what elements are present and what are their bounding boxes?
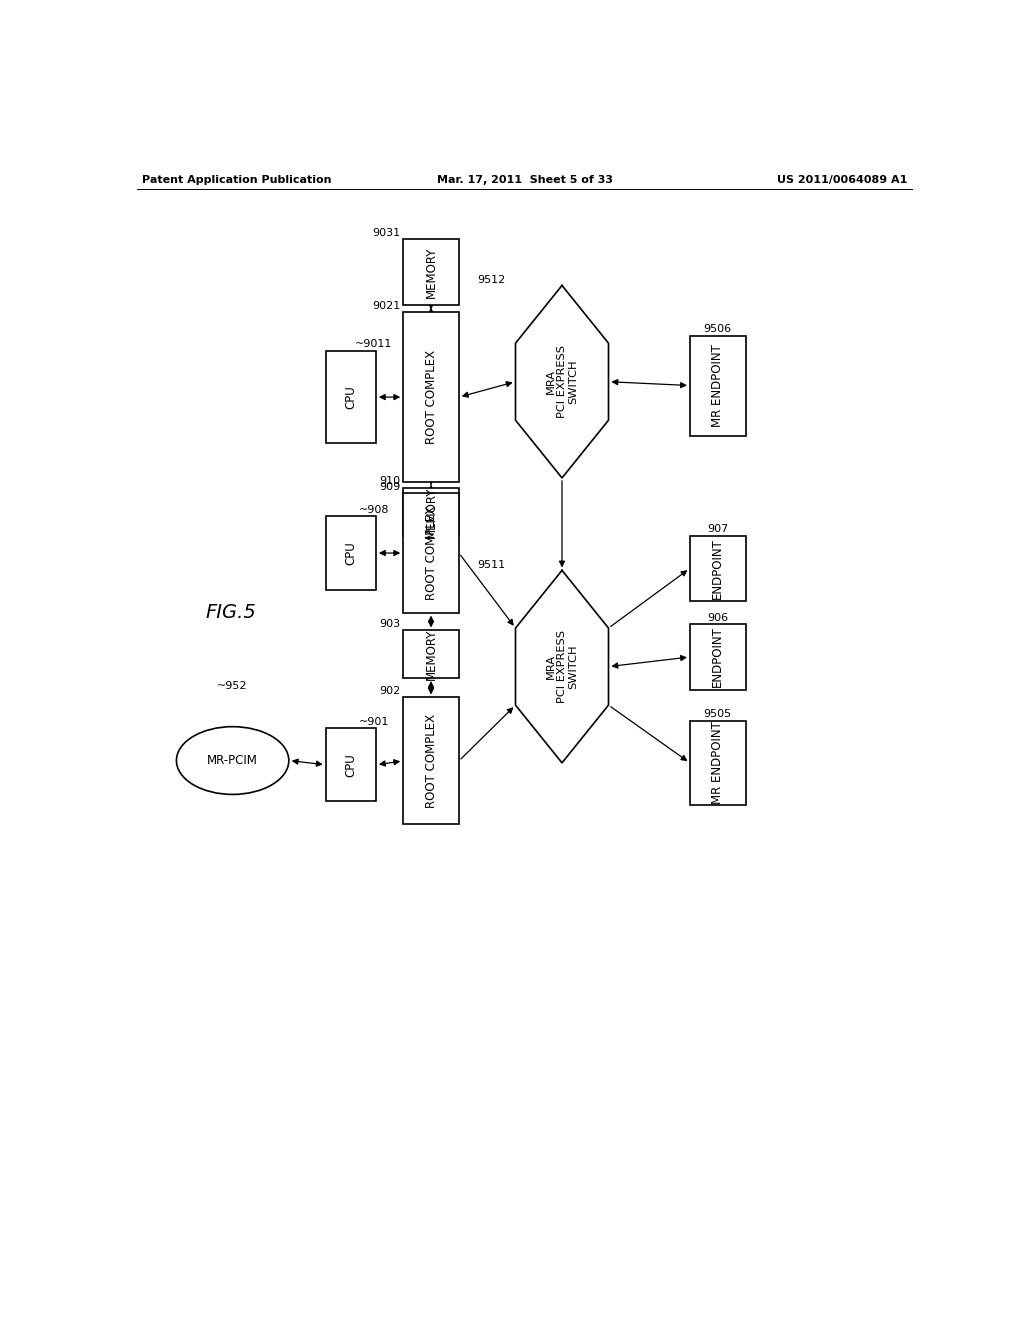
FancyBboxPatch shape — [690, 721, 745, 805]
FancyBboxPatch shape — [326, 351, 376, 444]
Text: 9511: 9511 — [477, 561, 506, 570]
Text: ENDPOINT: ENDPOINT — [712, 627, 724, 688]
Text: US 2011/0064089 A1: US 2011/0064089 A1 — [777, 176, 907, 185]
Text: Mar. 17, 2011  Sheet 5 of 33: Mar. 17, 2011 Sheet 5 of 33 — [437, 176, 612, 185]
Text: 9021: 9021 — [373, 301, 400, 312]
FancyBboxPatch shape — [403, 697, 459, 825]
Text: ~9011: ~9011 — [355, 339, 392, 350]
Text: MEMORY: MEMORY — [425, 486, 437, 537]
Text: ~901: ~901 — [358, 717, 389, 726]
Text: CPU: CPU — [344, 752, 357, 776]
Text: ROOT COMPLEX: ROOT COMPLEX — [425, 506, 437, 601]
Text: MRA
PCI EXPRESS
SWITCH: MRA PCI EXPRESS SWITCH — [546, 346, 579, 418]
Text: Patent Application Publication: Patent Application Publication — [142, 176, 332, 185]
Text: ~952: ~952 — [217, 681, 248, 692]
Text: MEMORY: MEMORY — [425, 247, 437, 298]
Text: MR ENDPOINT: MR ENDPOINT — [712, 345, 724, 426]
FancyBboxPatch shape — [403, 494, 459, 612]
Text: ~908: ~908 — [358, 506, 389, 515]
FancyBboxPatch shape — [690, 624, 745, 689]
FancyBboxPatch shape — [326, 729, 376, 801]
Text: 909: 909 — [380, 482, 400, 492]
Text: CPU: CPU — [344, 385, 357, 409]
Text: 902: 902 — [380, 686, 400, 696]
Text: FIG.5: FIG.5 — [206, 603, 256, 622]
Text: 906: 906 — [708, 612, 728, 623]
FancyBboxPatch shape — [326, 516, 376, 590]
Polygon shape — [515, 570, 608, 763]
Text: 910: 910 — [380, 477, 400, 487]
Text: MR-PCIM: MR-PCIM — [207, 754, 258, 767]
Text: 9506: 9506 — [703, 323, 732, 334]
Text: 9031: 9031 — [373, 228, 400, 238]
Text: 903: 903 — [380, 619, 400, 628]
Text: 9505: 9505 — [703, 709, 732, 719]
Text: 9512: 9512 — [477, 276, 506, 285]
Polygon shape — [515, 285, 608, 478]
Text: ENDPOINT: ENDPOINT — [712, 539, 724, 599]
FancyBboxPatch shape — [403, 488, 459, 536]
FancyBboxPatch shape — [403, 313, 459, 482]
FancyBboxPatch shape — [690, 335, 745, 436]
Text: 907: 907 — [708, 524, 728, 535]
FancyBboxPatch shape — [403, 239, 459, 305]
Text: ROOT COMPLEX: ROOT COMPLEX — [425, 714, 437, 808]
Text: ROOT COMPLEX: ROOT COMPLEX — [425, 350, 437, 444]
Text: CPU: CPU — [344, 541, 357, 565]
Text: MRA
PCI EXPRESS
SWITCH: MRA PCI EXPRESS SWITCH — [546, 630, 579, 704]
Text: MEMORY: MEMORY — [425, 628, 437, 680]
FancyBboxPatch shape — [690, 536, 745, 601]
Ellipse shape — [176, 726, 289, 795]
FancyBboxPatch shape — [403, 631, 459, 678]
Text: MR ENDPOINT: MR ENDPOINT — [712, 722, 724, 804]
